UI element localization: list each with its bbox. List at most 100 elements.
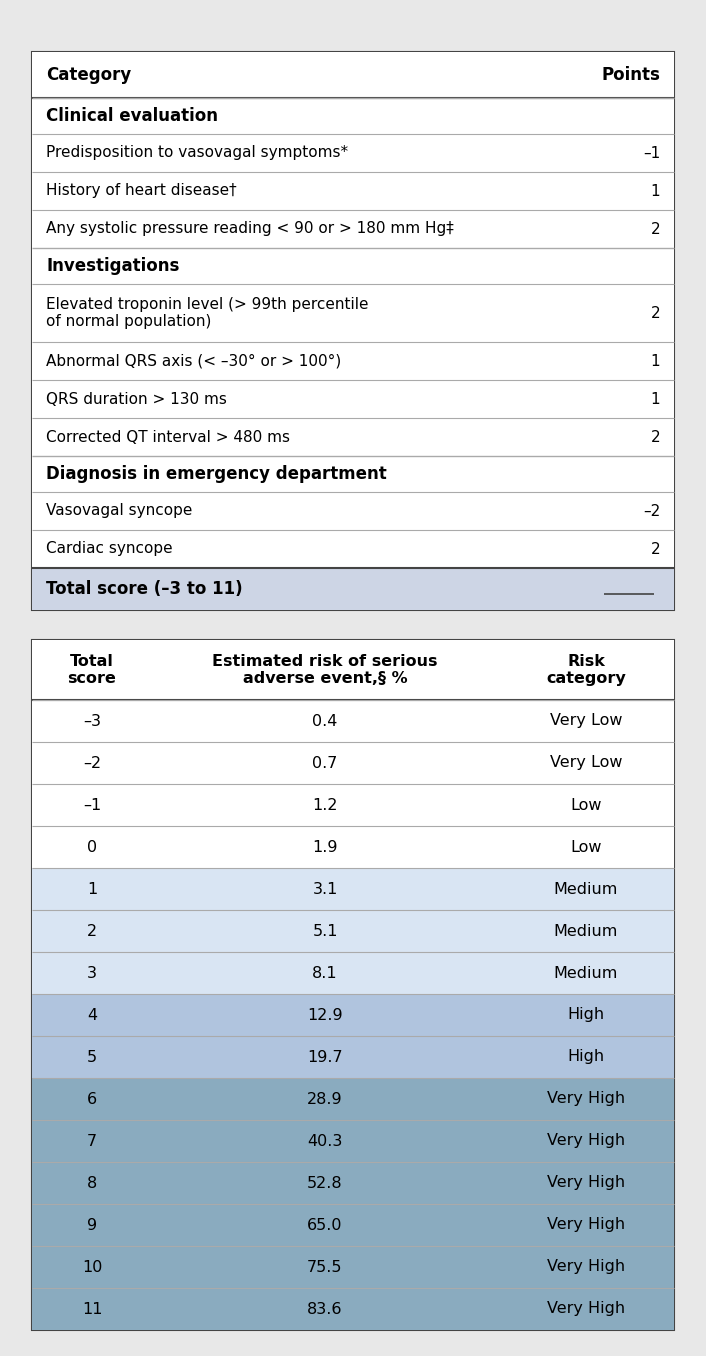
Bar (32, 492, 674, 530)
Bar (32, 248, 674, 283)
Text: 0.4: 0.4 (312, 713, 337, 728)
Text: 4: 4 (87, 1008, 97, 1022)
Text: 3.1: 3.1 (312, 881, 337, 896)
Bar (32, 134, 674, 172)
Text: High: High (568, 1050, 604, 1064)
Text: 1: 1 (650, 354, 660, 369)
Text: 52.8: 52.8 (307, 1176, 343, 1191)
Text: Very High: Very High (547, 1218, 625, 1233)
Bar (32, 826, 674, 868)
Bar (32, 342, 674, 380)
Bar (32, 568, 674, 610)
Text: 2: 2 (87, 923, 97, 938)
Text: 83.6: 83.6 (307, 1302, 342, 1317)
Text: Risk
category: Risk category (546, 654, 626, 686)
Bar (32, 994, 674, 1036)
Text: 5: 5 (87, 1050, 97, 1064)
Text: QRS duration > 130 ms: QRS duration > 130 ms (46, 392, 227, 407)
Text: 2: 2 (650, 430, 660, 445)
Bar (32, 98, 674, 134)
Text: 19.7: 19.7 (307, 1050, 343, 1064)
Bar (32, 530, 674, 568)
Bar (32, 910, 674, 952)
Text: 12.9: 12.9 (307, 1008, 343, 1022)
Text: 1: 1 (87, 881, 97, 896)
Text: Very High: Very High (547, 1092, 625, 1106)
Text: 0.7: 0.7 (312, 755, 337, 770)
Bar (32, 952, 674, 994)
Text: 1.9: 1.9 (312, 839, 337, 854)
Text: Very Low: Very Low (550, 755, 622, 770)
Text: Very High: Very High (547, 1302, 625, 1317)
Bar (32, 283, 674, 342)
Text: Estimated risk of serious
adverse event,§ %: Estimated risk of serious adverse event,… (213, 654, 438, 686)
Text: 2: 2 (650, 221, 660, 236)
Text: 1.2: 1.2 (312, 797, 337, 812)
Text: Low: Low (570, 797, 602, 812)
Bar (32, 52, 674, 610)
Text: 7: 7 (87, 1134, 97, 1149)
Text: 40.3: 40.3 (307, 1134, 342, 1149)
Text: Very Low: Very Low (550, 713, 622, 728)
Text: 8: 8 (87, 1176, 97, 1191)
Text: –2: –2 (642, 503, 660, 518)
Bar (32, 640, 674, 700)
Text: 6: 6 (87, 1092, 97, 1106)
Bar (32, 380, 674, 418)
Text: High: High (568, 1008, 604, 1022)
Text: 9: 9 (87, 1218, 97, 1233)
Text: Medium: Medium (554, 965, 618, 980)
Bar (32, 784, 674, 826)
Text: Predisposition to vasovagal symptoms*: Predisposition to vasovagal symptoms* (46, 145, 348, 160)
Text: Diagnosis in emergency department: Diagnosis in emergency department (46, 465, 387, 483)
Text: Total
score: Total score (68, 654, 116, 686)
Text: 2: 2 (650, 541, 660, 556)
Text: –1: –1 (642, 145, 660, 160)
Bar (32, 640, 674, 1330)
Text: 65.0: 65.0 (307, 1218, 342, 1233)
Bar (32, 456, 674, 492)
Text: 5.1: 5.1 (312, 923, 337, 938)
Text: 3: 3 (87, 965, 97, 980)
Bar (32, 210, 674, 248)
Text: Low: Low (570, 839, 602, 854)
Text: History of heart disease†: History of heart disease† (46, 183, 237, 198)
Text: Elevated troponin level (> 99th percentile
of normal population): Elevated troponin level (> 99th percenti… (46, 297, 369, 330)
Text: Very High: Very High (547, 1176, 625, 1191)
Text: Corrected QT interval > 480 ms: Corrected QT interval > 480 ms (46, 430, 290, 445)
Text: Total score (–3 to 11): Total score (–3 to 11) (46, 580, 243, 598)
Bar (32, 868, 674, 910)
Text: –1: –1 (83, 797, 101, 812)
Text: 75.5: 75.5 (307, 1260, 342, 1275)
Text: 1: 1 (650, 183, 660, 198)
Text: Any systolic pressure reading < 90 or > 180 mm Hg‡: Any systolic pressure reading < 90 or > … (46, 221, 454, 236)
Text: Category: Category (46, 66, 131, 84)
Text: 1: 1 (650, 392, 660, 407)
Text: Medium: Medium (554, 881, 618, 896)
Bar (32, 418, 674, 456)
Bar (32, 1036, 674, 1078)
Text: 11: 11 (82, 1302, 102, 1317)
Text: Clinical evaluation: Clinical evaluation (46, 107, 218, 125)
Text: Points: Points (601, 66, 660, 84)
Bar (32, 1288, 674, 1330)
Bar (32, 52, 674, 98)
Text: 10: 10 (82, 1260, 102, 1275)
Text: 28.9: 28.9 (307, 1092, 343, 1106)
Text: Very High: Very High (547, 1134, 625, 1149)
Text: 2: 2 (650, 305, 660, 320)
Text: Investigations: Investigations (46, 258, 179, 275)
Bar (32, 1078, 674, 1120)
Bar (32, 172, 674, 210)
Bar (32, 1246, 674, 1288)
Bar (32, 1162, 674, 1204)
Text: 0: 0 (87, 839, 97, 854)
Text: Very High: Very High (547, 1260, 625, 1275)
Bar (32, 700, 674, 742)
Text: –3: –3 (83, 713, 101, 728)
Text: Vasovagal syncope: Vasovagal syncope (46, 503, 192, 518)
Bar (32, 1120, 674, 1162)
Text: Abnormal QRS axis (< –30° or > 100°): Abnormal QRS axis (< –30° or > 100°) (46, 354, 341, 369)
Text: Cardiac syncope: Cardiac syncope (46, 541, 173, 556)
Text: 8.1: 8.1 (312, 965, 337, 980)
